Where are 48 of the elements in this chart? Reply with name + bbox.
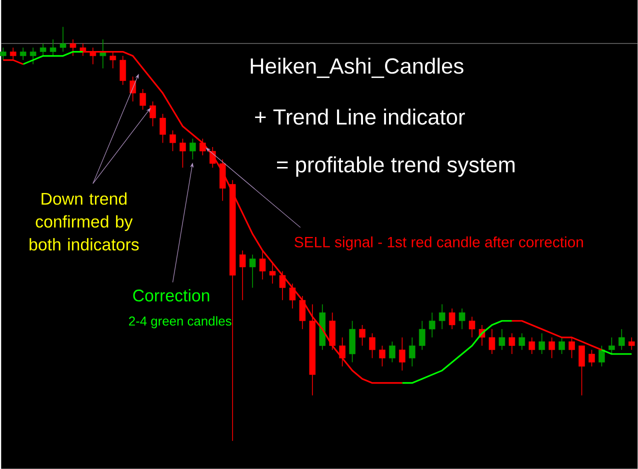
candlestick [40,43,46,56]
candlestick [369,332,376,359]
candlestick [508,332,516,354]
candlestick [180,138,186,168]
candlestick [458,308,466,330]
candlestick [568,337,575,359]
candlestick [359,324,366,346]
text: Heiken_Ashi_Candles [250,58,464,78]
candlestick [249,254,256,288]
candlestick [528,337,536,354]
candlestick [60,26,66,52]
candlestick [409,337,416,367]
candlestick [259,250,266,280]
candlestick [269,262,276,284]
candlestick [120,56,126,86]
annotation: Down trend confirmed by both indicators [30,192,139,251]
candlestick [598,345,605,367]
candlestick [618,328,625,350]
candlestick [349,320,356,363]
candlestick [558,337,565,354]
candlestick [588,350,595,367]
candlestick [628,337,635,350]
candlestick [448,308,456,330]
annotation: SELL signal - 1st red candle after correction [294,236,583,250]
candlestick [50,39,56,56]
candlestick [468,316,476,338]
candlestick [190,138,196,160]
candlestick [538,332,545,354]
candlestick [379,345,386,367]
candlestick [399,337,406,372]
candlestick [170,130,176,152]
annotation: = profitable trend system [277,156,515,177]
candlestick [548,337,555,359]
candlestick [428,312,436,338]
candlestick [518,332,526,350]
candlestick [488,328,496,354]
annotation: 2-4 green candles [129,316,232,328]
candlestick [70,39,76,56]
candlestick [578,345,585,396]
candlestick [329,312,336,350]
candlestick [239,250,246,301]
candlestick [608,337,615,354]
text: + Trend Line indicator [255,108,465,125]
candlestick [160,114,166,144]
candlestick [498,328,506,350]
candlestick [389,341,396,363]
candlestick [140,88,146,110]
annotation: Correction [133,289,210,302]
